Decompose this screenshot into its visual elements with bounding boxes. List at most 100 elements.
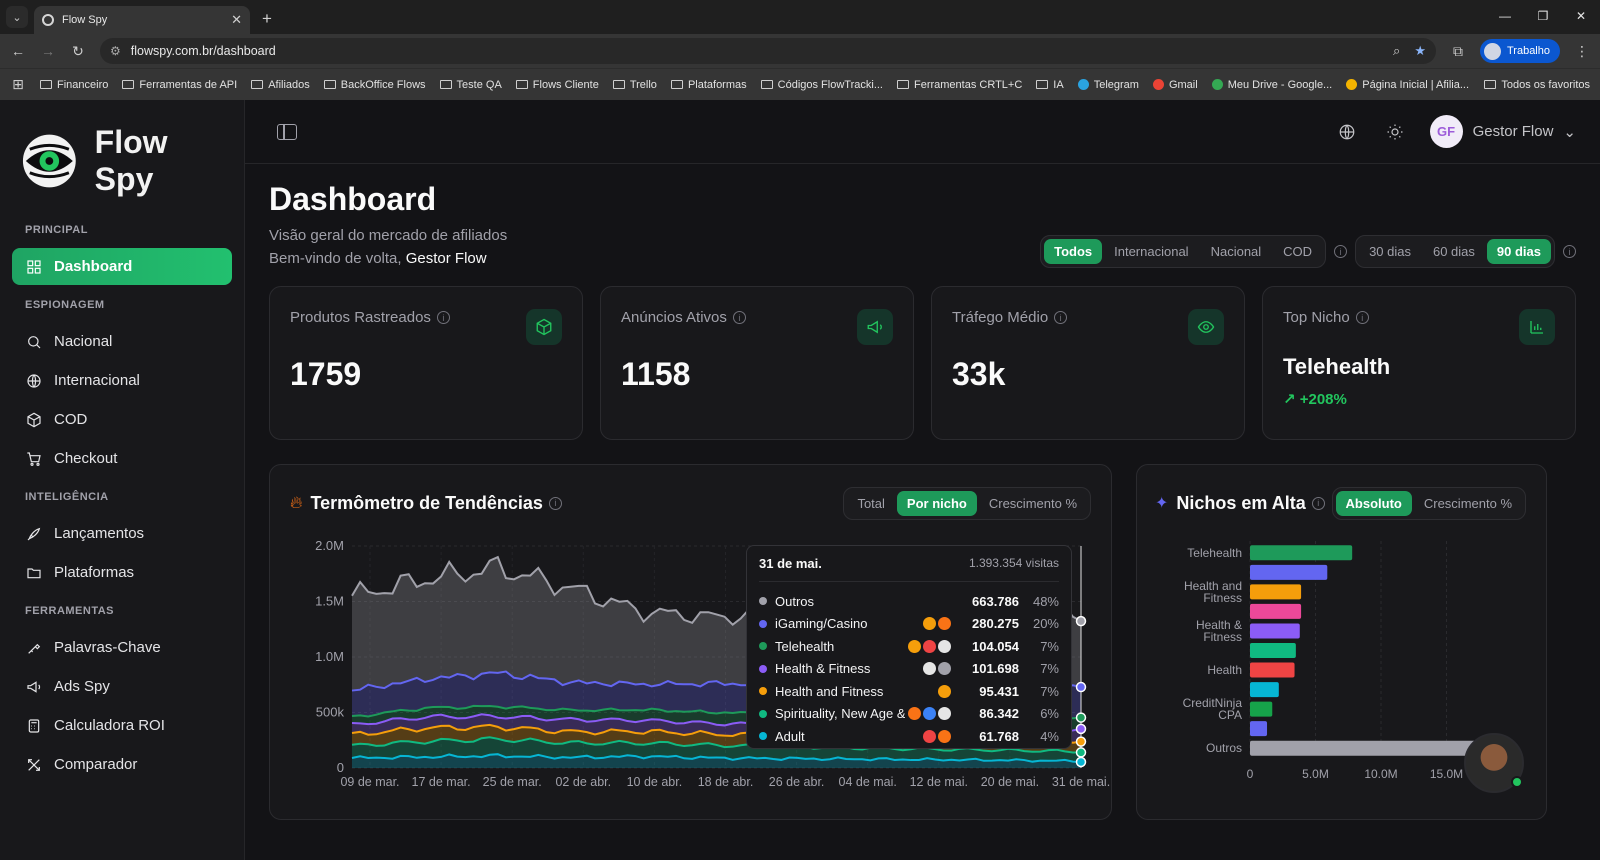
- bookmark-codigos-flowtracki[interactable]: Códigos FlowTracki...: [760, 79, 883, 91]
- bar-niche-1[interactable]: [1250, 564, 1328, 580]
- niches-tab-absoluto[interactable]: Absoluto: [1335, 490, 1412, 516]
- series-dot: [759, 709, 767, 718]
- close-tab-icon[interactable]: ✕: [231, 12, 242, 27]
- market-filter-cod[interactable]: COD: [1283, 244, 1313, 259]
- minimize-icon[interactable]: —: [1499, 9, 1511, 23]
- support-agent-avatar[interactable]: [1464, 733, 1524, 793]
- area-adult: [352, 754, 1081, 768]
- bookmark-gmail[interactable]: Gmail: [1152, 79, 1198, 91]
- bookmark-financeiro[interactable]: Financeiro: [40, 79, 108, 91]
- address-bar[interactable]: ⚙ flowspy.com.br/dashboard ⌕ ★: [100, 38, 1436, 64]
- bar-niche-7[interactable]: [1250, 682, 1279, 698]
- back-icon[interactable]: ←: [11, 43, 25, 59]
- bookmark-telegram[interactable]: Telegram: [1077, 79, 1139, 91]
- globe-icon: [25, 372, 42, 389]
- key-icon: [25, 639, 42, 656]
- profile-button[interactable]: Trabalho: [1479, 39, 1560, 63]
- language-globe-icon[interactable]: [1330, 115, 1364, 149]
- bar-health-fitness[interactable]: [1250, 623, 1300, 639]
- period-filter-60-dias[interactable]: 60 dias: [1432, 244, 1475, 259]
- brand[interactable]: Flow Spy: [12, 124, 232, 197]
- extensions-icon[interactable]: ⧉: [1452, 42, 1463, 59]
- market-filter-internacional[interactable]: Internacional: [1114, 244, 1189, 259]
- sidebar-item-cod[interactable]: COD: [12, 401, 232, 438]
- bar-health[interactable]: [1250, 662, 1295, 678]
- trend-tab-por-nicho[interactable]: Por nicho: [896, 490, 977, 516]
- stat-card-top-nicho: Top Nicho i Telehealth ↗ +208%: [1262, 286, 1576, 440]
- bar-niche-3[interactable]: [1250, 603, 1302, 619]
- niches-bar-chart[interactable]: 0 5.0M 10.0M 15.0M Telehealth Health and Fitne…: [1137, 521, 1548, 819]
- close-window-icon[interactable]: ✕: [1575, 9, 1587, 23]
- all-bookmarks[interactable]: Todos os favoritos: [1484, 79, 1590, 91]
- sidebar-toggle-icon[interactable]: [277, 123, 297, 140]
- apps-grid-icon[interactable]: ⊞: [12, 76, 24, 92]
- bookmark-ferramentas-de-api[interactable]: Ferramentas de API: [122, 79, 237, 91]
- browser-tab[interactable]: Flow Spy ✕: [34, 6, 250, 34]
- sidebar-item-dashboard[interactable]: Dashboard: [12, 248, 232, 285]
- trend-tab-total[interactable]: Total: [857, 495, 885, 511]
- trend-tab-crescimento[interactable]: Crescimento %: [988, 495, 1077, 511]
- site-info-icon[interactable]: ⚙: [110, 44, 121, 58]
- sidebar-item-comparador[interactable]: Comparador: [12, 746, 232, 783]
- platform-logo-icon: [938, 729, 951, 743]
- bar-outros[interactable]: [1250, 740, 1502, 756]
- bookmark-meu-drive-google[interactable]: Meu Drive - Google...: [1211, 79, 1332, 91]
- bookmark-ferramentas-crtl-c[interactable]: Ferramentas CRTL+C: [896, 79, 1022, 91]
- bookmark-afiliados[interactable]: Afiliados: [251, 79, 310, 91]
- zoom-icon[interactable]: ⌕: [1393, 43, 1401, 58]
- info-icon[interactable]: i: [1355, 311, 1369, 324]
- period-filter-30-dias[interactable]: 30 dias: [1369, 244, 1411, 259]
- bookmark-plataformas[interactable]: Plataformas: [670, 79, 747, 91]
- sidebar-item-calculadora-roi[interactable]: Calculadora ROI: [12, 707, 232, 744]
- bar-health-and-fitness[interactable]: [1250, 584, 1302, 600]
- restore-icon[interactable]: ❐: [1537, 9, 1549, 23]
- bookmark-star-icon[interactable]: ★: [1414, 43, 1426, 58]
- folder-icon: [670, 80, 683, 89]
- sidebar-item-ads-spy[interactable]: Ads Spy: [12, 668, 232, 705]
- trend-info-icon[interactable]: i: [548, 496, 562, 510]
- bar-niche-9[interactable]: [1250, 721, 1268, 737]
- x-tick-label: 26 de abr.: [769, 775, 825, 789]
- user-menu[interactable]: GF Gestor Flow ⌄: [1429, 115, 1576, 148]
- sidebar-item-palavras-chave[interactable]: Palavras-Chave: [12, 629, 232, 666]
- bookmark-teste-qa[interactable]: Teste QA: [439, 79, 502, 91]
- bar-creditninja-cpa[interactable]: [1250, 701, 1273, 717]
- info-icon[interactable]: i: [436, 311, 450, 324]
- sidebar-item-nacional[interactable]: Nacional: [12, 323, 232, 360]
- period-filter-90-dias[interactable]: 90 dias: [1486, 239, 1551, 264]
- bookmark-ia[interactable]: IA: [1036, 79, 1064, 91]
- menu-kebab-icon[interactable]: ⋮: [1575, 42, 1589, 59]
- chevron-down-icon: ⌄: [1563, 123, 1576, 141]
- forward-icon[interactable]: →: [41, 43, 55, 59]
- sidebar-item-internacional[interactable]: Internacional: [12, 362, 232, 399]
- tooltip-total: 1.393.354 visitas: [968, 556, 1059, 570]
- niches-tab-crescimento[interactable]: Crescimento %: [1423, 495, 1512, 511]
- bookmark-flows-cliente[interactable]: Flows Cliente: [515, 79, 599, 91]
- bookmark-backoffice-flows[interactable]: BackOffice Flows: [323, 79, 426, 91]
- market-info-icon[interactable]: i: [1334, 245, 1348, 258]
- tooltip-percent: 7%: [1040, 683, 1059, 699]
- period-info-icon[interactable]: i: [1563, 245, 1576, 258]
- reload-icon[interactable]: ↻: [72, 42, 84, 59]
- section-label-ferramentas: FERRAMENTAS: [25, 605, 115, 617]
- info-icon[interactable]: i: [1054, 311, 1068, 324]
- theme-sun-icon[interactable]: [1378, 115, 1412, 149]
- stat-label-text: Tráfego Médio: [952, 309, 1049, 326]
- tooltip-percent: 7%: [1040, 661, 1059, 677]
- bookmark-trello[interactable]: Trello: [612, 79, 657, 91]
- tab-search-button[interactable]: ⌄: [6, 6, 28, 28]
- info-icon[interactable]: i: [732, 311, 746, 324]
- bar-telehealth[interactable]: [1250, 545, 1353, 561]
- new-tab-icon[interactable]: +: [262, 9, 272, 28]
- bar-niche-5[interactable]: [1250, 643, 1296, 658]
- market-filter-nacional[interactable]: Nacional: [1210, 244, 1262, 259]
- sidebar-item-checkout[interactable]: Checkout: [12, 440, 232, 477]
- trend-panel: 🔥︎ Termômetro de Tendências i Total Por n…: [269, 464, 1112, 820]
- market-filter-todos[interactable]: Todos: [1044, 239, 1103, 264]
- niches-info-icon[interactable]: i: [1311, 496, 1325, 510]
- stat-label-text: Anúncios Ativos: [621, 309, 727, 326]
- sidebar-item-lancamentos[interactable]: Lançamentos: [12, 515, 232, 552]
- bookmark-pagina-inicial-afilia[interactable]: Página Inicial | Afilia...: [1346, 79, 1469, 91]
- folder-icon: [1036, 80, 1049, 89]
- sidebar-item-plataformas[interactable]: Plataformas: [12, 554, 232, 591]
